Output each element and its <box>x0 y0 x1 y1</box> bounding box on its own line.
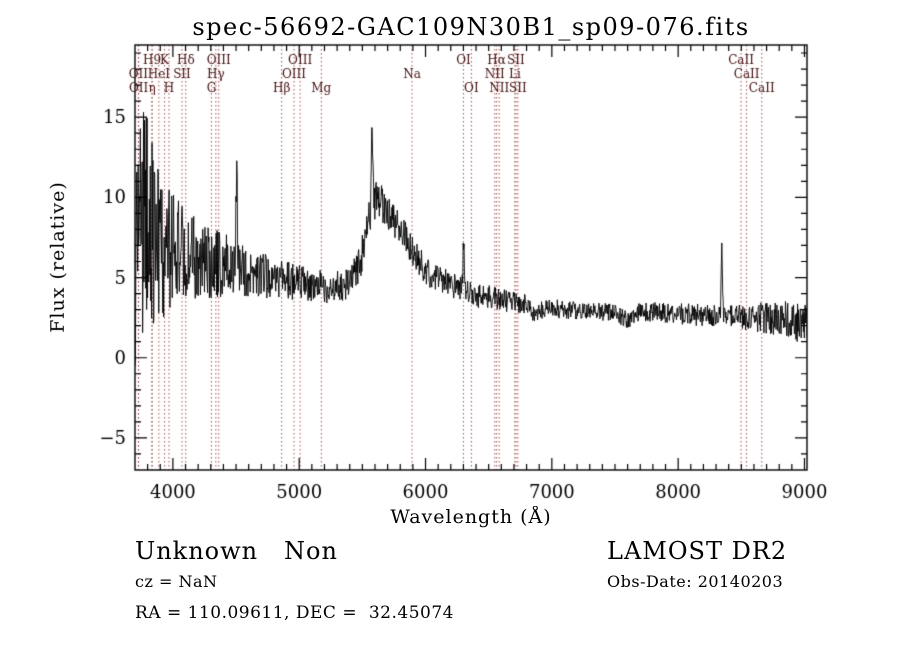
ra-dec-value: RA = 110.09611, DEC = 32.45074 <box>135 603 454 623</box>
x-axis-label: Wavelength (Å) <box>390 506 552 528</box>
survey-label: LAMOST DR2 <box>607 537 788 565</box>
cz-value: cz = NaN <box>135 572 218 591</box>
y-axis-label: Flux (relative) <box>47 181 69 333</box>
classification-text: Unknown Non <box>135 537 338 565</box>
plot-title: spec-56692-GAC109N30B1_sp09-076.fits <box>192 13 750 41</box>
obs-date-label: Obs-Date: 20140203 <box>607 572 784 591</box>
